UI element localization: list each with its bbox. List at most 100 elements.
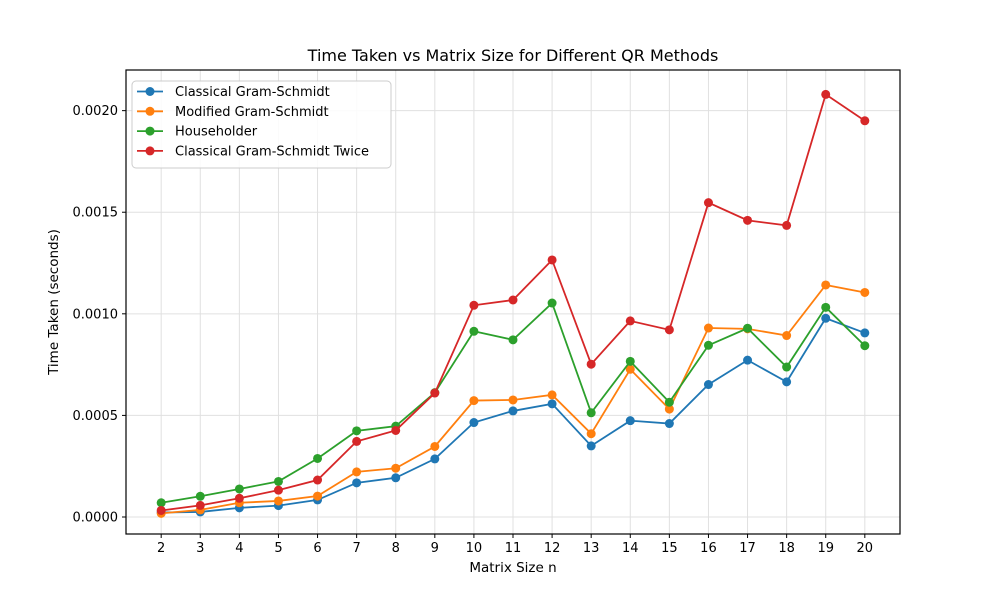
data-point bbox=[703, 323, 713, 333]
data-point bbox=[547, 298, 557, 308]
x-tick-label: 2 bbox=[157, 541, 165, 556]
data-point bbox=[664, 325, 674, 335]
x-tick-label: 4 bbox=[235, 541, 243, 556]
data-point bbox=[508, 406, 518, 416]
data-point bbox=[821, 302, 831, 312]
data-point bbox=[391, 463, 401, 473]
x-tick-label: 8 bbox=[392, 541, 400, 556]
legend-marker-icon bbox=[145, 126, 155, 136]
x-tick-label: 3 bbox=[196, 541, 204, 556]
x-axis-label: Matrix Size n bbox=[469, 560, 557, 576]
data-point bbox=[352, 467, 362, 477]
x-tick-label: 9 bbox=[431, 541, 439, 556]
x-tick-label: 14 bbox=[622, 541, 639, 556]
data-point bbox=[547, 399, 557, 409]
legend-marker-icon bbox=[145, 87, 155, 96]
data-point bbox=[743, 323, 753, 333]
data-point bbox=[352, 436, 362, 446]
data-point bbox=[508, 295, 518, 305]
data-point bbox=[860, 328, 870, 338]
data-point bbox=[547, 255, 557, 265]
data-point bbox=[273, 485, 283, 495]
data-point bbox=[782, 220, 792, 230]
x-tick-label: 6 bbox=[313, 541, 321, 556]
data-point bbox=[469, 418, 479, 428]
legend-label: Modified Gram-Schmidt bbox=[175, 105, 329, 120]
x-tick-label: 10 bbox=[466, 541, 483, 556]
x-tick-label: 12 bbox=[544, 541, 561, 556]
axis-ticks: 2 3 4 5 6 7 8 9 10 11 12 13 14 15 16 17 18 19 20 0.0000 0.00… bbox=[73, 104, 874, 556]
x-tick-label: 13 bbox=[583, 541, 600, 556]
data-point bbox=[664, 419, 674, 429]
series-householder bbox=[156, 298, 870, 508]
y-tick-label: 0.0020 bbox=[73, 104, 119, 119]
data-point bbox=[273, 496, 283, 506]
data-point bbox=[586, 429, 596, 439]
data-point bbox=[703, 198, 713, 208]
legend-label: Householder bbox=[175, 125, 258, 140]
legend-label: Classical Gram-Schmidt Twice bbox=[175, 144, 369, 159]
data-point bbox=[508, 335, 518, 345]
data-point bbox=[703, 380, 713, 390]
data-point bbox=[860, 116, 870, 126]
x-tick-label: 7 bbox=[352, 541, 360, 556]
data-point bbox=[743, 215, 753, 225]
data-point bbox=[313, 475, 323, 485]
data-point bbox=[430, 454, 440, 464]
x-tick-label: 15 bbox=[661, 541, 678, 556]
data-point bbox=[352, 478, 362, 488]
data-point bbox=[469, 300, 479, 310]
data-point bbox=[547, 390, 557, 400]
data-point bbox=[664, 404, 674, 414]
x-tick-label: 17 bbox=[739, 541, 756, 556]
data-point bbox=[195, 491, 205, 501]
data-point bbox=[313, 453, 323, 463]
y-axis-label: Time Taken (seconds) bbox=[46, 229, 62, 375]
data-point bbox=[586, 359, 596, 369]
x-tick-label: 11 bbox=[505, 541, 522, 556]
data-point bbox=[743, 355, 753, 365]
data-point bbox=[625, 416, 635, 426]
data-point bbox=[625, 364, 635, 374]
data-point bbox=[430, 441, 440, 451]
legend-entry: Householder bbox=[137, 125, 258, 140]
data-point bbox=[860, 341, 870, 351]
data-point bbox=[234, 484, 244, 494]
x-tick-label: 5 bbox=[274, 541, 282, 556]
data-point bbox=[234, 493, 244, 503]
data-point bbox=[625, 356, 635, 366]
data-point bbox=[391, 473, 401, 483]
data-point bbox=[821, 280, 831, 290]
series-classical-gram-schmidt-twice bbox=[156, 89, 870, 515]
plot-area-border bbox=[125, 69, 901, 535]
legend-label: Classical Gram-Schmidt bbox=[175, 85, 330, 100]
data-point bbox=[313, 491, 323, 501]
data-point bbox=[391, 425, 401, 435]
x-tick-label: 18 bbox=[778, 541, 795, 556]
data-point bbox=[273, 476, 283, 486]
legend-entry: Classical Gram-Schmidt Twice bbox=[137, 144, 369, 159]
x-tick-label: 19 bbox=[817, 541, 834, 556]
legend-box bbox=[131, 80, 392, 169]
data-point bbox=[860, 287, 870, 297]
legend-entry: Modified Gram-Schmidt bbox=[137, 105, 329, 120]
legend: Classical Gram-Schmidt Modified Gram-Schm… bbox=[131, 80, 392, 169]
data-point bbox=[782, 331, 792, 341]
data-point bbox=[508, 395, 518, 405]
series-modified-gram-schmidt bbox=[156, 280, 870, 518]
data-point bbox=[782, 377, 792, 387]
data-point bbox=[703, 340, 713, 350]
data-point bbox=[782, 362, 792, 372]
data-point bbox=[469, 326, 479, 336]
legend-entry: Classical Gram-Schmidt bbox=[137, 85, 330, 100]
x-tick-label: 16 bbox=[700, 541, 717, 556]
data-point bbox=[156, 498, 166, 508]
data-point bbox=[156, 505, 166, 515]
legend-marker-icon bbox=[145, 146, 155, 156]
x-tick-label: 20 bbox=[857, 541, 874, 556]
y-tick-label: 0.0010 bbox=[73, 307, 119, 322]
data-point bbox=[821, 313, 831, 323]
y-tick-label: 0.0015 bbox=[73, 206, 119, 221]
data-point bbox=[664, 397, 674, 407]
